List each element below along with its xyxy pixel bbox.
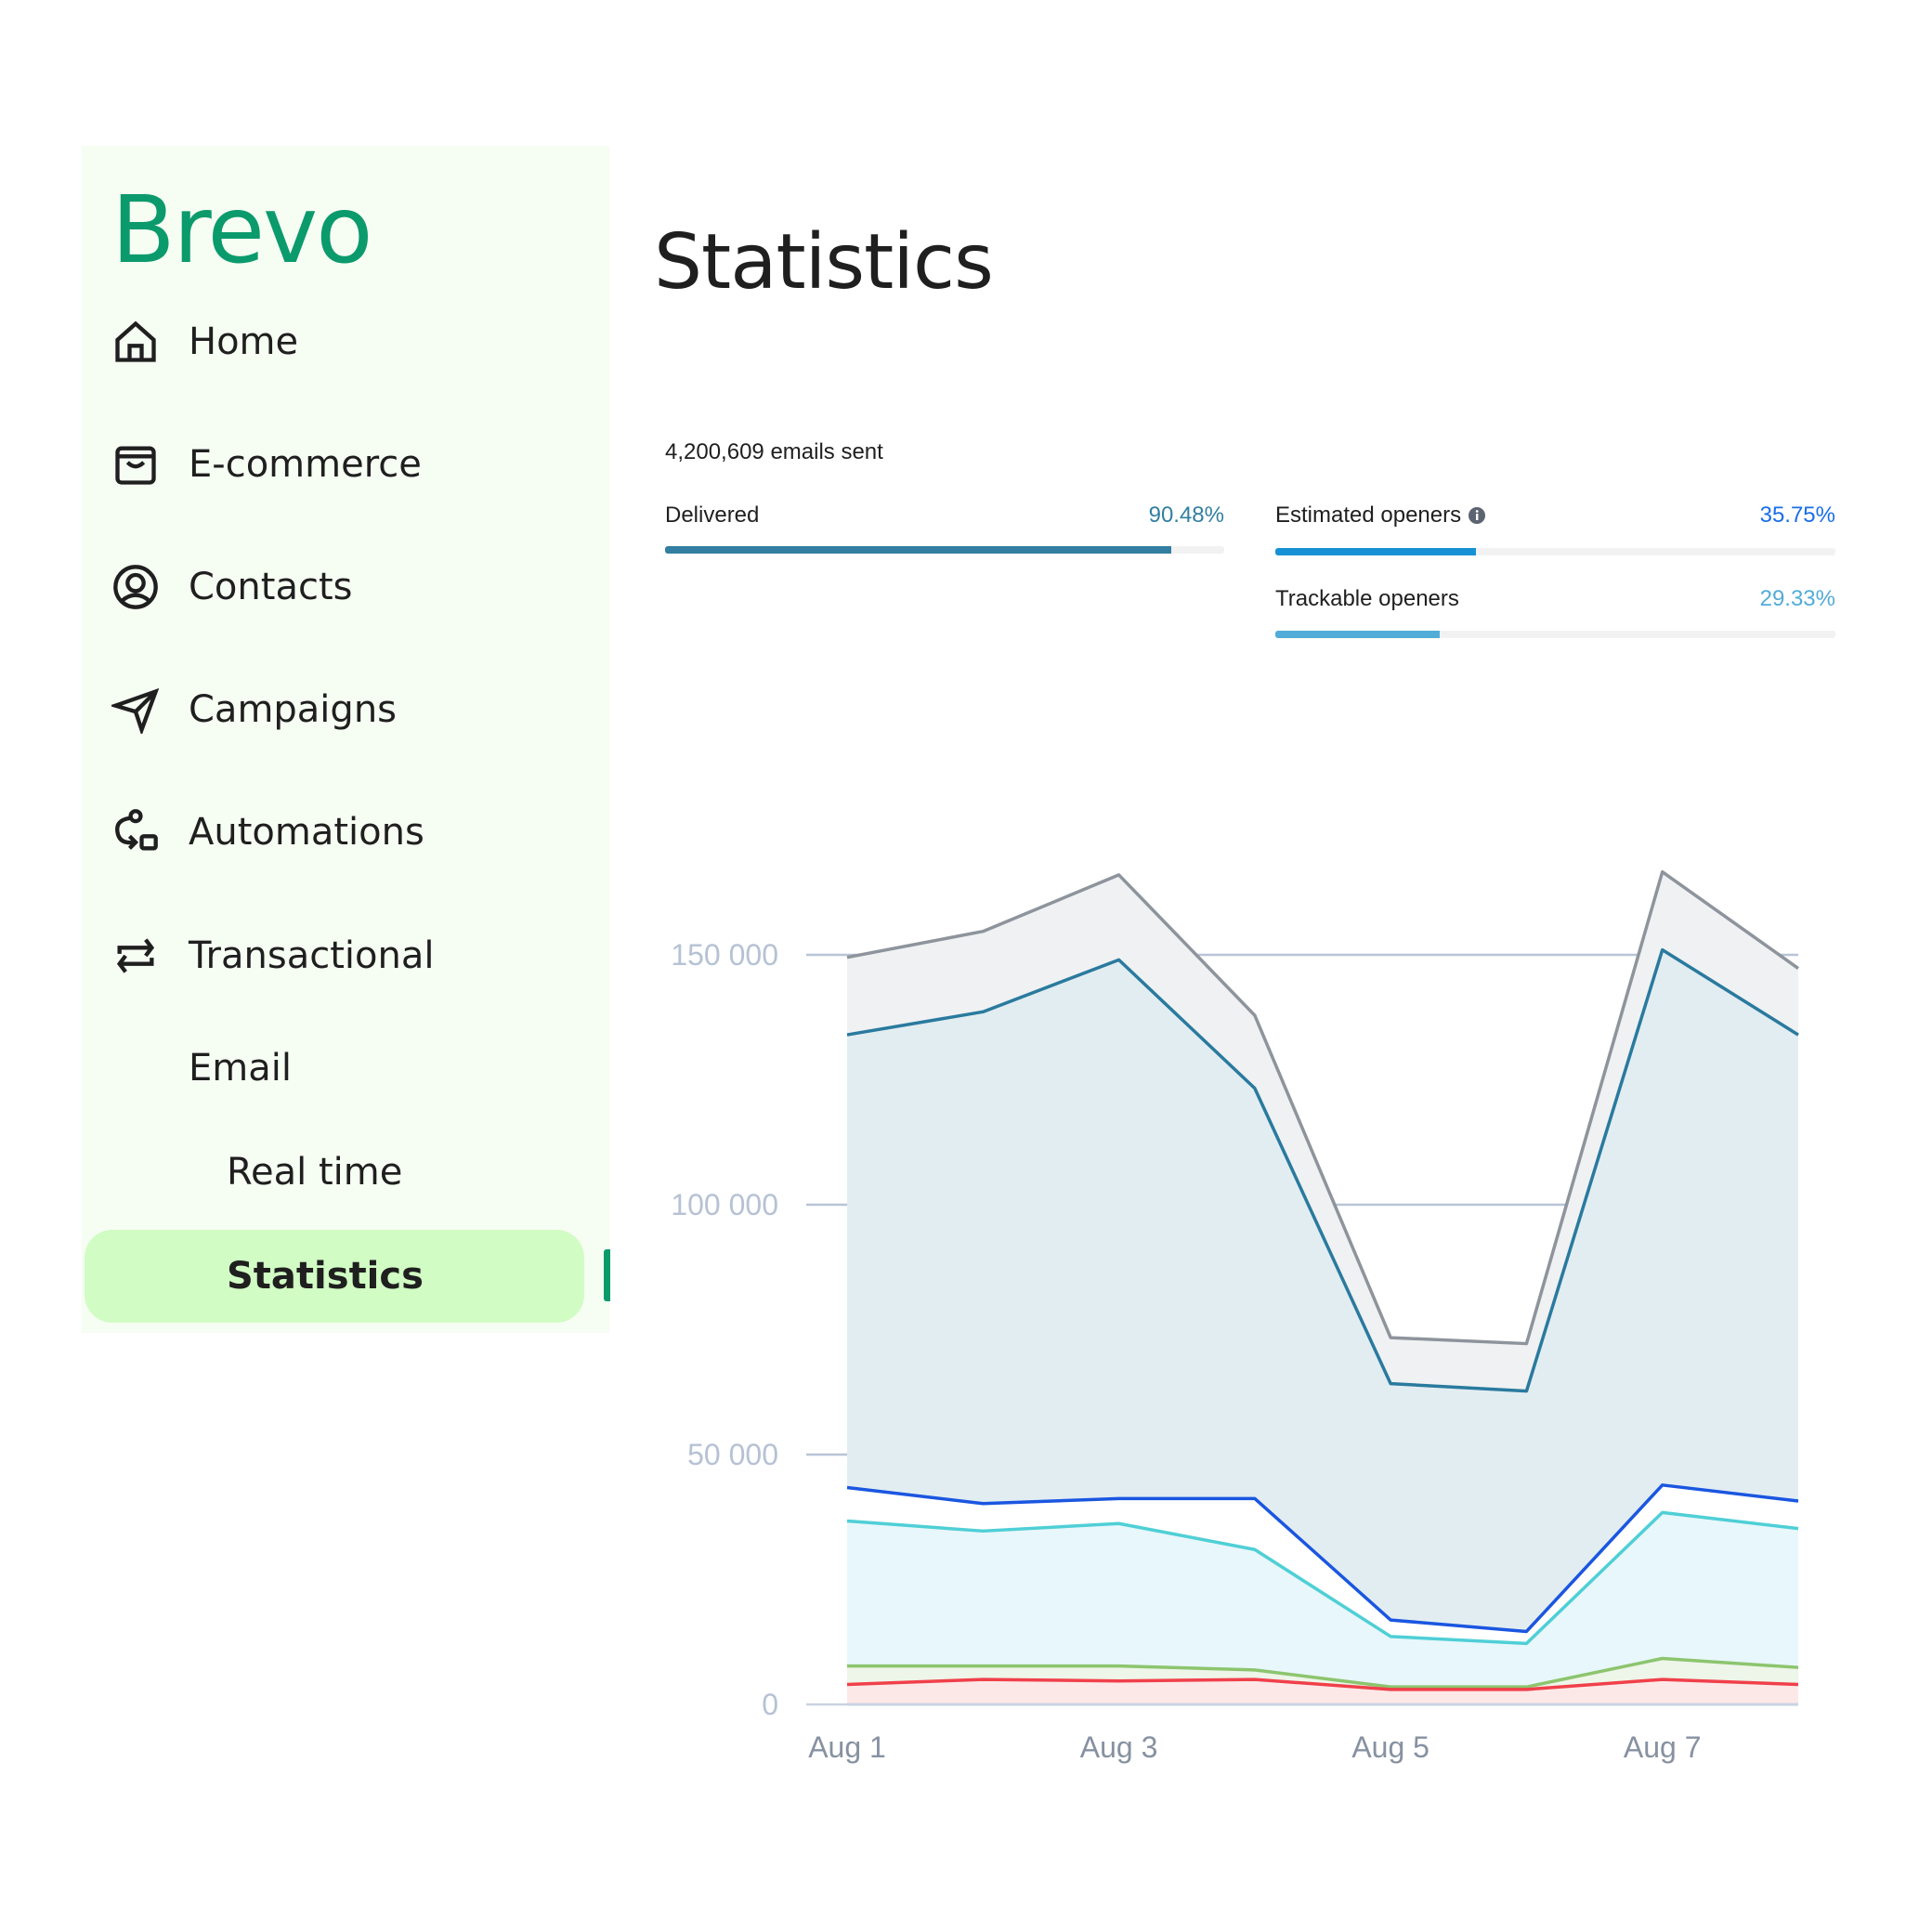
estimated-openers-value: 35.75% [1759,503,1835,528]
sidebar [82,146,609,1333]
paper-plane-icon [111,687,160,734]
emails-sent: 4,200,609 emails sent [665,439,883,464]
info-icon[interactable] [1468,506,1486,525]
series-line-2 [846,1483,1799,1634]
sidebar-item-label: Transactional [189,934,435,977]
workflow-icon [115,809,158,851]
x-tick-label: Aug 7 [1624,1730,1702,1764]
sidebar-item-automations[interactable]: Automations [111,804,424,860]
sidebar-item-label: Home [189,320,299,363]
sidebar-item-real-time[interactable]: Real time [227,1151,403,1194]
trackable-openers-label: Trackable openers [1275,586,1459,611]
estimated-openers-label: Estimated openers [1275,503,1486,529]
brevo-logo[interactable]: Brevo [111,176,372,284]
page-title: Statistics [654,218,994,307]
series-line-1 [846,947,1799,1393]
sidebar-item-home[interactable]: Home [111,314,298,370]
estimated-openers-progress [1275,548,1835,555]
sidebar-item-label: Contacts [189,566,353,608]
sidebar-item-contacts[interactable]: Contacts [111,559,352,615]
y-tick-label: 0 [762,1688,778,1721]
active-indicator [604,1249,610,1301]
sidebar-item-campaigns[interactable]: Campaigns [111,682,397,738]
x-tick-label: Aug 5 [1351,1730,1429,1764]
sidebar-item-transactional[interactable]: Transactional [111,928,434,984]
delivered-progress [665,546,1224,554]
sidebar-item-statistics[interactable]: Statistics [227,1255,424,1298]
delivered-value: 90.48% [1148,503,1224,528]
y-tick-label: 150 000 [671,938,778,972]
series-area-5 [847,1679,1798,1704]
user-circle-icon [113,565,158,609]
sidebar-item-statistics-active[interactable] [85,1230,584,1323]
delivered-label: Delivered [665,503,760,528]
sidebar-item-label: Campaigns [189,688,398,731]
series-line-3 [846,1510,1799,1646]
series-area-3 [847,1512,1798,1704]
y-tick-label: 50 000 [687,1438,778,1471]
home-icon [115,320,156,362]
series-line-4 [847,1656,1799,1689]
trackable-openers-progress [1275,631,1835,638]
series-line-5 [846,1677,1799,1691]
sidebar-item-label: Automations [189,811,424,854]
series-line-0 [846,869,1800,1346]
shopping-bag-icon [115,446,156,485]
sidebar-item-e-commerce[interactable]: E-commerce [111,437,422,492]
arrows-swap-icon [116,938,155,973]
sidebar-item-email[interactable]: Email [189,1047,292,1090]
trackable-openers-value: 29.33% [1759,586,1835,611]
x-tick-label: Aug 1 [808,1730,886,1764]
y-tick-label: 100 000 [671,1188,778,1221]
sidebar-item-label: E-commerce [189,443,422,486]
x-tick-label: Aug 3 [1080,1730,1158,1764]
